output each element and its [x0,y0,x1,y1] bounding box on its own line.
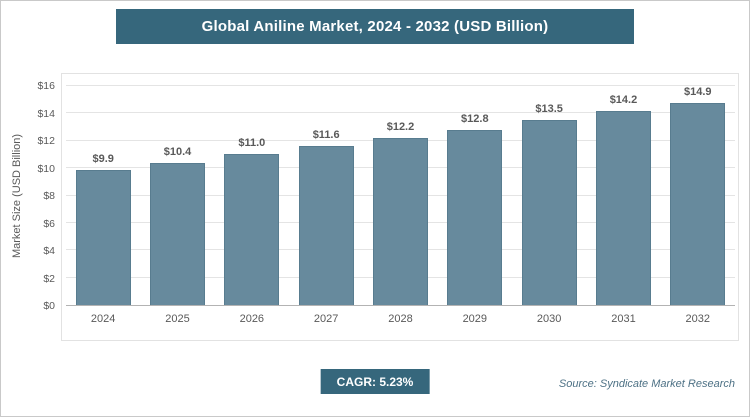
bar-column: $12.2 [363,86,437,305]
y-tick-label: $12 [37,135,55,147]
x-axis-label: 2030 [536,313,562,325]
plot-area: $9.9 $10.4 $11.0 $11.6 $12.2 $12.8 $13.5 $14.2 $… [66,85,735,306]
bar-column: $11.6 [289,86,363,305]
plot-border [61,73,739,341]
bar-column: $14.9 [661,86,735,305]
bar [447,129,503,305]
x-axis-label: 2025 [165,313,190,325]
y-tick-label: $8 [43,190,55,202]
y-tick-labels: $0 $2 $4 $6 $8 $10 $12 $14 $16 [17,80,61,312]
bar-value-label: $14.2 [609,93,638,106]
bar-column: $12.8 [438,86,512,305]
bar-value-label: $11.0 [238,137,266,150]
x-axis-labels: 2024 2025 2026 2027 2028 2029 2030 2031 2032 [66,313,735,333]
bar [595,110,651,305]
bar-value-label: $9.9 [92,152,114,165]
bar-value-label: $10.4 [163,145,192,158]
bar [521,120,577,305]
gridline [66,112,735,114]
x-axis-label: 2026 [239,313,265,325]
bar [372,138,428,305]
x-axis-label: 2031 [611,313,636,325]
y-tick-label: $0 [43,300,55,312]
bar-column: $13.5 [512,86,586,305]
y-tick-label: $16 [37,80,55,92]
bar-value-label: $11.6 [312,129,340,142]
x-axis-label: 2024 [90,313,116,325]
bars-container: $9.9 $10.4 $11.0 $11.6 $12.2 $12.8 $13.5 $14.2 $… [66,86,735,305]
x-axis-label: 2032 [685,313,711,325]
y-tick-label: $10 [37,162,55,175]
y-tick-label: $6 [43,217,55,230]
bar-value-label: $12.8 [461,112,489,125]
y-tick-label: $2 [43,272,55,285]
bar-column: $9.9 [66,86,140,305]
bar-value-label: $12.2 [386,121,415,134]
gridline [66,85,735,86]
y-tick-label: $14 [37,107,55,120]
chart-title: Global Aniline Market, 2024 - 2032 (USD … [116,9,634,44]
bar [670,103,726,305]
y-tick-label: $4 [43,245,55,257]
source-text: Source: Syndicate Market Research [558,378,735,390]
bar [224,154,280,305]
x-axis-label: 2029 [462,313,488,325]
bar-value-label: $13.5 [535,103,563,116]
cagr-badge: CAGR: 5.23% [320,369,430,394]
bar [75,169,131,305]
x-axis-label: 2028 [388,313,413,325]
bar-column: $10.4 [140,86,214,305]
x-axis-label: 2027 [313,313,339,325]
bar-column: $11.0 [215,86,289,305]
bar-value-label: $14.9 [684,86,712,98]
bar-column: $14.2 [586,86,660,305]
bar [298,146,354,305]
bar [149,162,205,305]
